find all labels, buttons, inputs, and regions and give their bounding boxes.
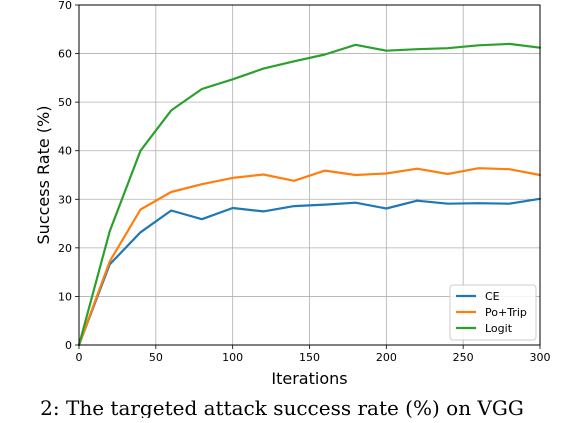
y-tick-label: 10 — [58, 290, 72, 303]
legend-label-po-trip: Po+Trip — [485, 306, 527, 319]
figure-caption: 2: The targeted attack success rate (%) … — [40, 399, 524, 418]
series-line-ce — [77, 197, 542, 347]
series-line-logit — [77, 42, 542, 347]
legend-box — [449, 284, 537, 341]
series-line-po-trip — [77, 167, 542, 347]
x-tick-label: 0 — [76, 351, 83, 364]
x-tick-label: 150 — [299, 351, 320, 364]
x-tick-label: 200 — [376, 351, 397, 364]
y-tick-label: 50 — [58, 96, 72, 109]
y-tick-label: 70 — [58, 0, 72, 12]
legend-label-logit: Logit — [485, 322, 513, 335]
x-axis-label: Iterations — [271, 369, 347, 388]
y-tick-label: 40 — [58, 145, 72, 158]
y-tick-label: 30 — [58, 193, 72, 206]
y-axis-ticks: 0 10 20 30 40 50 60 70 — [58, 0, 79, 352]
series-lines — [77, 42, 542, 347]
legend: CE Po+Trip Logit — [449, 284, 537, 341]
y-axis-label: Success Rate (%) — [34, 106, 53, 245]
x-tick-label: 50 — [149, 351, 163, 364]
x-axis-ticks: 0 50 100 150 200 250 300 — [76, 345, 551, 364]
y-tick-label: 20 — [58, 242, 72, 255]
x-tick-label: 100 — [222, 351, 243, 364]
x-tick-label: 300 — [530, 351, 551, 364]
legend-label-ce: CE — [485, 290, 500, 303]
grid — [78, 4, 541, 346]
y-tick-label: 60 — [58, 48, 72, 61]
y-tick-label: 0 — [65, 339, 72, 352]
x-tick-label: 250 — [453, 351, 474, 364]
